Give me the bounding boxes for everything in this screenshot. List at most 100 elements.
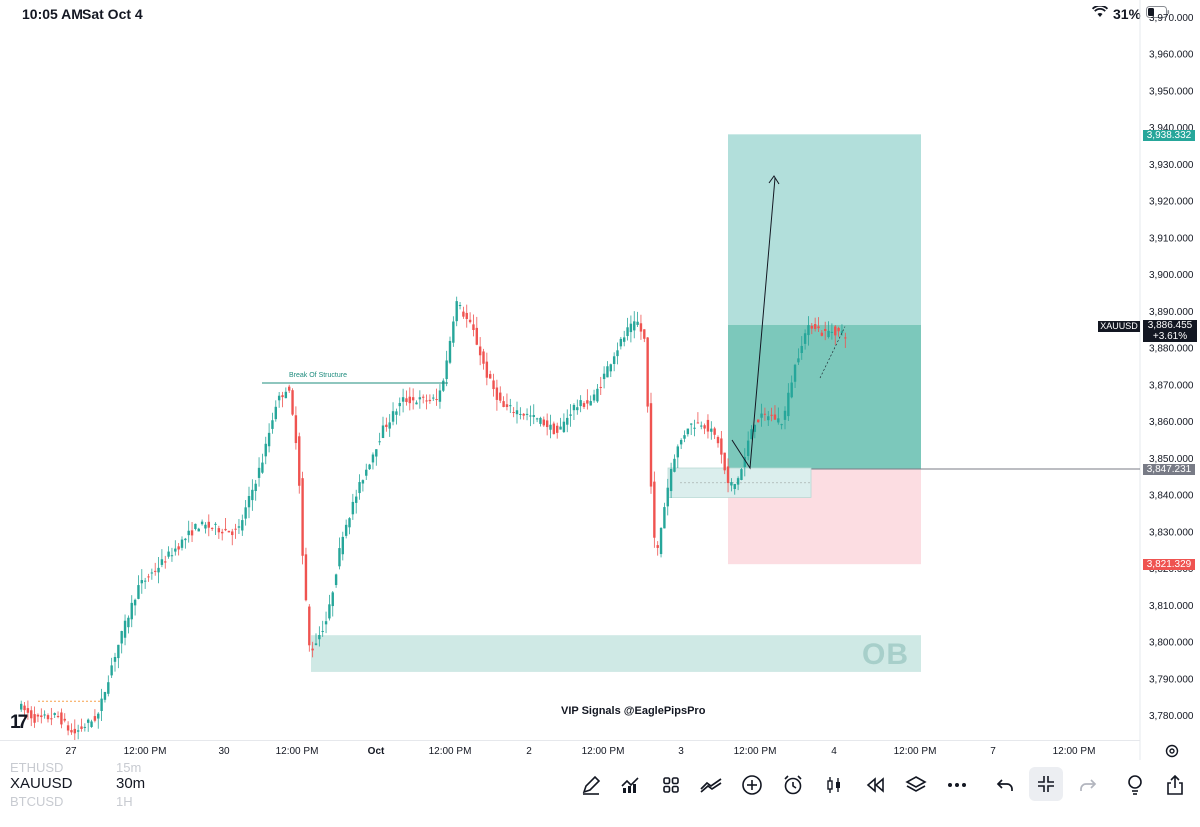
candle-up [663, 507, 666, 529]
candle-up [241, 520, 244, 531]
candle-down [475, 327, 478, 345]
candle-up [381, 425, 385, 438]
plus-circle-icon [742, 775, 762, 795]
candle-up [331, 592, 334, 607]
share-button[interactable] [1162, 772, 1188, 798]
indicators-button[interactable] [617, 772, 643, 798]
candle-down [586, 400, 589, 404]
candle-up [43, 714, 46, 716]
candle-up [113, 657, 117, 662]
candle-down [210, 527, 214, 529]
candle-down [301, 478, 304, 556]
candle-down [834, 326, 837, 336]
candle-down [773, 414, 777, 420]
more-button[interactable] [944, 772, 970, 798]
compare-button[interactable] [698, 772, 724, 798]
candle-up [318, 635, 321, 640]
candle-up [214, 523, 217, 525]
candle-up [365, 469, 368, 476]
candle-down [207, 521, 210, 528]
interval-next[interactable]: 1H [116, 794, 133, 809]
interval-prev[interactable]: 15m [116, 760, 142, 775]
chart-type-button[interactable] [821, 772, 847, 798]
redo-button[interactable] [1075, 772, 1101, 798]
candle-up [780, 424, 783, 426]
candle-up [535, 418, 539, 420]
candle-up [117, 644, 120, 659]
chart-settings-button[interactable] [1163, 742, 1181, 760]
object-tree-button[interactable] [903, 772, 929, 798]
add-button[interactable] [739, 772, 765, 798]
price-axis-label: 3,860.000 [1149, 417, 1194, 428]
candle-down [217, 528, 221, 533]
candle-up [572, 404, 576, 411]
order-block-label: OB [862, 638, 909, 671]
candle-up [753, 424, 757, 432]
time-label: 12:00 PM [275, 746, 319, 757]
candle-up [539, 417, 542, 424]
symbol-selector[interactable]: XAUUSD [10, 775, 73, 792]
time-label: 12:00 PM [428, 746, 472, 757]
entry-price-tag: 3,847.231 [1143, 464, 1195, 475]
replay-button[interactable] [862, 772, 888, 798]
candle-up [743, 457, 746, 467]
candle-down [408, 396, 411, 404]
time-label: 4 [831, 746, 837, 757]
fullscreen-toggle-button[interactable] [1029, 767, 1063, 801]
candle-down [649, 403, 653, 487]
candle-down [599, 386, 602, 388]
candle-down [656, 545, 659, 548]
symbol-prev[interactable]: ETHUSD [10, 760, 64, 775]
alert-button[interactable] [780, 772, 806, 798]
candle-up [455, 301, 458, 322]
layout-button[interactable] [658, 772, 684, 798]
price-chart[interactable]: 3,970.0003,960.0003,950.0003,940.0003,93… [0, 0, 1200, 760]
more-dots-icon [948, 783, 966, 787]
ideas-button[interactable] [1122, 772, 1148, 798]
candle-up [576, 407, 579, 411]
time-label: 7 [990, 746, 996, 757]
stop-price-tag: 3,821.329 [1143, 559, 1195, 570]
candle-down [757, 419, 760, 423]
candle-up [130, 602, 133, 620]
candle-down [26, 708, 30, 713]
candle-up [90, 721, 93, 727]
time-axis[interactable]: 27 12:00 PM 30 12:00 PM Oct 12:00 PM 2 1… [0, 740, 1140, 761]
candle-up [559, 426, 562, 430]
price-axis-label: 3,830.000 [1149, 527, 1194, 538]
candle-up [251, 489, 254, 501]
candle-down [522, 413, 525, 416]
candle-up [194, 523, 197, 529]
candle-down [304, 554, 308, 601]
candle-up [53, 713, 56, 715]
candle-up [160, 559, 164, 565]
undo-button[interactable] [992, 772, 1018, 798]
candle-up [619, 338, 623, 347]
candle-down [696, 422, 700, 424]
candle-up [830, 331, 834, 333]
symbol-next[interactable]: BTCUSD [10, 794, 64, 809]
candle-up [107, 682, 110, 694]
candle-down [177, 546, 180, 550]
tradingview-logo: 17 [10, 712, 28, 733]
candle-down [308, 606, 311, 646]
candle-down [385, 424, 388, 428]
candle-up [204, 524, 207, 529]
price-axis-label: 3,950.000 [1149, 86, 1194, 97]
candle-up [509, 405, 512, 407]
drawing-tools-button[interactable] [578, 772, 604, 798]
candle-up [525, 413, 529, 415]
candle-down [489, 374, 492, 379]
price-axis-label: 3,810.000 [1149, 601, 1194, 612]
projection-arrowhead [768, 175, 780, 185]
candle-down [164, 561, 167, 563]
candle-up [562, 421, 566, 433]
candle-down [653, 481, 656, 538]
trend-dashed-line [819, 326, 846, 379]
interval-selector[interactable]: 30m [116, 775, 146, 792]
candle-up [395, 411, 398, 415]
candle-down [716, 437, 720, 444]
grid-icon [663, 777, 679, 793]
candle-up [602, 373, 606, 380]
candle-up [616, 350, 619, 357]
